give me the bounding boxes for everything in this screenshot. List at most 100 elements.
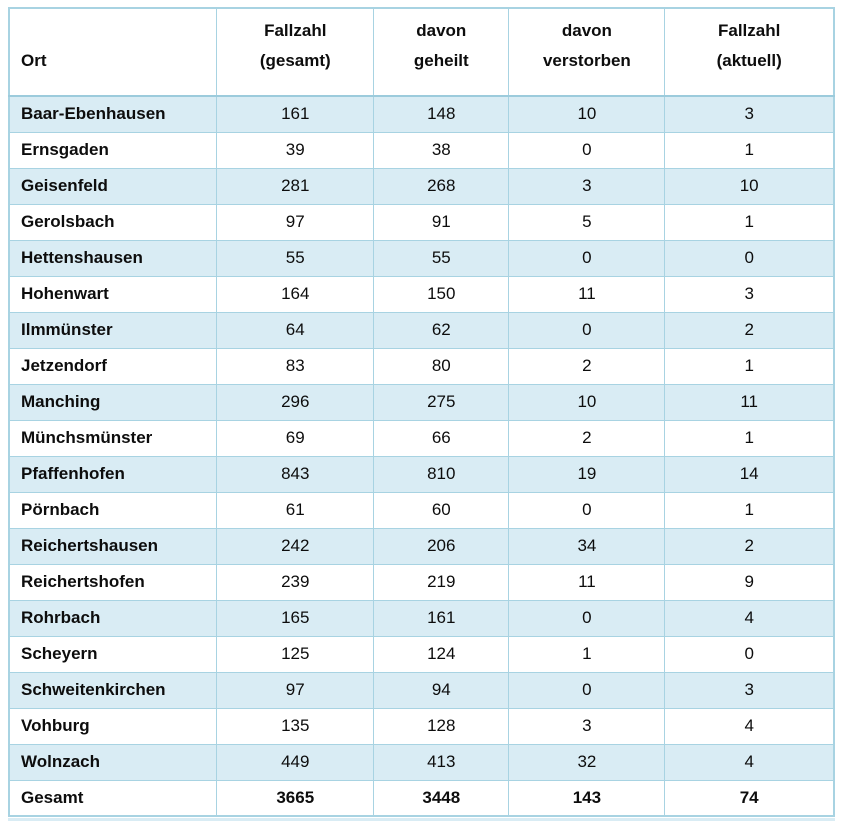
cell-fallzahl-aktuell: 2 <box>664 527 835 565</box>
cell-davon-verstorben: 1 <box>508 635 666 673</box>
table-row-total: Gesamt 3665 3448 143 74 <box>8 779 835 817</box>
cell-fallzahl-gesamt: 239 <box>216 563 375 601</box>
cell-ort: Jetzendorf <box>8 347 218 385</box>
table-row: Scheyern 125 124 1 0 <box>8 635 835 673</box>
cell-ort: Pörnbach <box>8 491 218 529</box>
cell-fallzahl-aktuell: 74 <box>664 779 835 817</box>
cell-davon-geheilt: 124 <box>373 635 510 673</box>
cell-fallzahl-gesamt: 97 <box>216 203 375 241</box>
cell-davon-geheilt: 219 <box>373 563 510 601</box>
table-row: Pfaffenhofen 843 810 19 14 <box>8 455 835 493</box>
cell-fallzahl-aktuell: 0 <box>664 239 835 277</box>
cell-fallzahl-aktuell: 3 <box>664 95 835 133</box>
cell-davon-geheilt: 810 <box>373 455 510 493</box>
table-row: Manching 296 275 10 11 <box>8 383 835 421</box>
cell-davon-verstorben: 10 <box>508 95 666 133</box>
table-row: Gerolsbach 97 91 5 1 <box>8 203 835 241</box>
header-line1: davon <box>416 21 467 40</box>
cell-davon-geheilt: 3448 <box>373 779 510 817</box>
cell-ort: Münchsmünster <box>8 419 218 457</box>
cell-ort: Reichertshausen <box>8 527 218 565</box>
cell-fallzahl-aktuell: 4 <box>664 743 835 781</box>
cell-fallzahl-gesamt: 83 <box>216 347 375 385</box>
cell-fallzahl-aktuell: 4 <box>664 599 835 637</box>
cell-ort: Manching <box>8 383 218 421</box>
cell-ort: Hettenshausen <box>8 239 218 277</box>
cell-fallzahl-aktuell: 3 <box>664 275 835 313</box>
cell-ort: Vohburg <box>8 707 218 745</box>
cell-davon-verstorben: 34 <box>508 527 666 565</box>
cell-davon-verstorben: 2 <box>508 419 666 457</box>
cell-fallzahl-gesamt: 64 <box>216 311 375 349</box>
table-row: Münchsmünster 69 66 2 1 <box>8 419 835 457</box>
header-cell-davon-verstorben: davon verstorben <box>508 7 666 97</box>
header-line1: davon <box>561 21 612 40</box>
cell-fallzahl-aktuell: 1 <box>664 347 835 385</box>
cell-fallzahl-aktuell: 9 <box>664 563 835 601</box>
cell-davon-geheilt: 38 <box>373 131 510 169</box>
cell-fallzahl-gesamt: 281 <box>216 167 375 205</box>
table-row: Hettenshausen 55 55 0 0 <box>8 239 835 277</box>
cell-davon-verstorben: 0 <box>508 239 666 277</box>
cell-fallzahl-gesamt: 242 <box>216 527 375 565</box>
cell-ort: Scheyern <box>8 635 218 673</box>
cell-fallzahl-gesamt: 125 <box>216 635 375 673</box>
header-line2: (gesamt) <box>259 51 331 70</box>
header-line1: Fallzahl <box>718 21 781 40</box>
cell-fallzahl-aktuell: 1 <box>664 419 835 457</box>
table-row: Hohenwart 164 150 11 3 <box>8 275 835 313</box>
cell-davon-geheilt: 62 <box>373 311 510 349</box>
case-numbers-table: Ort Fallzahl (gesamt) davon geheilt davo… <box>8 7 835 817</box>
cell-ort: Ilmmünster <box>8 311 218 349</box>
cell-davon-geheilt: 94 <box>373 671 510 709</box>
cell-fallzahl-gesamt: 55 <box>216 239 375 277</box>
cell-fallzahl-gesamt: 165 <box>216 599 375 637</box>
cell-fallzahl-gesamt: 164 <box>216 275 375 313</box>
cell-davon-geheilt: 413 <box>373 743 510 781</box>
cell-davon-verstorben: 10 <box>508 383 666 421</box>
header-cell-fallzahl-aktuell: Fallzahl (aktuell) <box>664 7 835 97</box>
table-row: Wolnzach 449 413 32 4 <box>8 743 835 781</box>
cell-davon-verstorben: 143 <box>508 779 666 817</box>
cell-davon-verstorben: 2 <box>508 347 666 385</box>
cell-fallzahl-gesamt: 69 <box>216 419 375 457</box>
cell-davon-verstorben: 0 <box>508 131 666 169</box>
cell-ort: Gerolsbach <box>8 203 218 241</box>
cell-davon-geheilt: 66 <box>373 419 510 457</box>
cell-fallzahl-aktuell: 14 <box>664 455 835 493</box>
cell-ort: Wolnzach <box>8 743 218 781</box>
table-row: Jetzendorf 83 80 2 1 <box>8 347 835 385</box>
cell-davon-geheilt: 275 <box>373 383 510 421</box>
cell-davon-verstorben: 32 <box>508 743 666 781</box>
cell-davon-verstorben: 0 <box>508 311 666 349</box>
table-row: Vohburg 135 128 3 4 <box>8 707 835 745</box>
cell-davon-geheilt: 206 <box>373 527 510 565</box>
cell-ort: Pfaffenhofen <box>8 455 218 493</box>
table-row: Ernsgaden 39 38 0 1 <box>8 131 835 169</box>
cell-ort: Ernsgaden <box>8 131 218 169</box>
cell-ort: Schweitenkirchen <box>8 671 218 709</box>
cell-davon-verstorben: 5 <box>508 203 666 241</box>
cell-davon-geheilt: 150 <box>373 275 510 313</box>
cell-davon-geheilt: 55 <box>373 239 510 277</box>
cell-fallzahl-aktuell: 1 <box>664 131 835 169</box>
cell-davon-geheilt: 148 <box>373 95 510 133</box>
table-bottom-strip <box>8 818 835 821</box>
cell-davon-geheilt: 80 <box>373 347 510 385</box>
header-cell-ort: Ort <box>8 7 218 97</box>
table-row: Pörnbach 61 60 0 1 <box>8 491 835 529</box>
table-row: Reichertshausen 242 206 34 2 <box>8 527 835 565</box>
cell-fallzahl-aktuell: 0 <box>664 635 835 673</box>
table-row: Ilmmünster 64 62 0 2 <box>8 311 835 349</box>
header-cell-fallzahl-gesamt: Fallzahl (gesamt) <box>216 7 375 97</box>
cell-ort: Rohrbach <box>8 599 218 637</box>
cell-ort: Geisenfeld <box>8 167 218 205</box>
table-row: Schweitenkirchen 97 94 0 3 <box>8 671 835 709</box>
cell-fallzahl-gesamt: 449 <box>216 743 375 781</box>
header-line2: (aktuell) <box>716 51 782 70</box>
cell-fallzahl-gesamt: 296 <box>216 383 375 421</box>
cell-davon-geheilt: 268 <box>373 167 510 205</box>
table-body: Baar-Ebenhausen 161 148 10 3 Ernsgaden 3… <box>8 95 835 817</box>
cell-davon-verstorben: 3 <box>508 707 666 745</box>
